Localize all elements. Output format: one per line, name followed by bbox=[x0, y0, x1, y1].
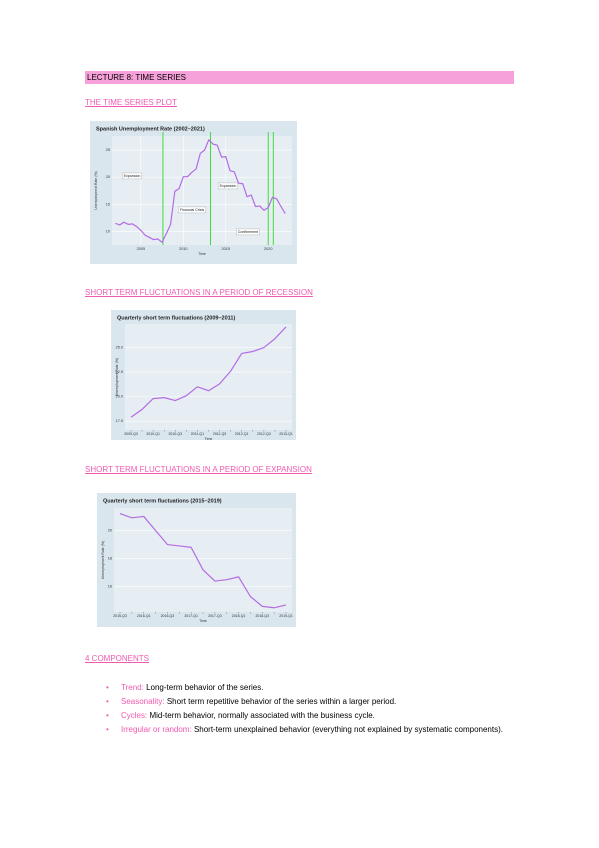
bullet: • Seasonality: Short term repetitive beha… bbox=[106, 695, 514, 709]
y-tick-label: 17.5 bbox=[116, 419, 123, 423]
annotation-text: Confinement bbox=[238, 230, 258, 234]
x-tick-label: 2011-Q1 bbox=[191, 432, 204, 436]
x-axis-label: Time bbox=[199, 619, 207, 623]
y-tick-label: 25 bbox=[106, 148, 110, 152]
bullet-dot: • bbox=[106, 697, 109, 706]
x-tick-label: 2011-Q3 bbox=[213, 432, 226, 436]
header: LECTURE 8: TIME SERIES bbox=[85, 71, 514, 84]
x-tick-label: 2015-Q3 bbox=[113, 614, 127, 618]
section-heading: 4 COMPONENTS bbox=[85, 654, 150, 663]
bullet: • Irregular or random: Short-term unexpla… bbox=[106, 723, 514, 737]
y-tick-label: 10 bbox=[106, 229, 110, 233]
x-tick-label: 2016-Q3 bbox=[161, 614, 175, 618]
data-line bbox=[115, 139, 286, 243]
annotation-text: Financial Crisis bbox=[180, 208, 205, 212]
term: Cycles: bbox=[121, 711, 148, 720]
y-tick-label: 18 bbox=[108, 557, 112, 561]
term: Seasonality: bbox=[121, 697, 165, 706]
bullet-dot: • bbox=[106, 725, 109, 734]
definition: Long-term behavior of the series. bbox=[146, 683, 264, 692]
y-tick-label: 20 bbox=[108, 528, 112, 532]
x-tick-label: 2010-Q1 bbox=[146, 432, 160, 436]
annotation-text: Expansion bbox=[124, 174, 141, 178]
y-tick-label: 20.0 bbox=[116, 395, 123, 399]
annotation: Confinement bbox=[236, 228, 260, 236]
x-tick-label: 2010-Q3 bbox=[168, 432, 182, 436]
definition: Short term repetitive behavior of the se… bbox=[166, 697, 397, 706]
x-axis-label: Time bbox=[198, 252, 206, 256]
x-tick-label: 2012-Q3 bbox=[257, 432, 271, 436]
chart-title: Quarterly short term fluctuations (2009–… bbox=[117, 315, 235, 321]
x-tick-label: 2019-Q1 bbox=[279, 614, 293, 618]
section-heading: THE TIME SERIES PLOT bbox=[85, 98, 177, 107]
plot-area bbox=[125, 324, 292, 430]
y-tick-label: 20 bbox=[106, 175, 110, 179]
y-tick-label: 22.5 bbox=[116, 370, 123, 374]
x-tick-label: 2010 bbox=[179, 247, 187, 251]
annotation: Expansion bbox=[217, 182, 239, 190]
bullet: • Cycles: Mid-term behavior, normally ass… bbox=[106, 709, 514, 723]
data-line bbox=[119, 513, 287, 609]
annotation-box bbox=[236, 228, 260, 236]
chart-title: Spanish Unemployment Rate (2002–2021) bbox=[96, 126, 205, 132]
x-tick-label: 2009-Q3 bbox=[124, 432, 138, 436]
x-tick-label: 2020 bbox=[264, 247, 272, 251]
annotation-box bbox=[217, 182, 239, 190]
x-tick-label: 2017-Q1 bbox=[184, 614, 198, 618]
bullet: • Trend: Long-term behavior of the series… bbox=[106, 681, 514, 695]
x-tick-label: 2018-Q3 bbox=[255, 614, 269, 618]
y-axis-label: Unemployment Rate (%) bbox=[115, 358, 119, 396]
x-tick-label: 2005 bbox=[137, 247, 145, 251]
y-tick-label: 25.0 bbox=[116, 346, 123, 350]
x-tick-label: 2015 bbox=[222, 247, 230, 251]
data-line bbox=[130, 326, 287, 418]
x-tick-label: 2017-Q3 bbox=[208, 614, 222, 618]
x-tick-label: 2016-Q1 bbox=[137, 614, 151, 618]
plot-area bbox=[114, 508, 292, 612]
annotation: Expansion bbox=[121, 172, 143, 180]
annotation-box bbox=[121, 172, 143, 180]
bullet-dot: • bbox=[106, 683, 109, 692]
annotation-box bbox=[178, 206, 207, 214]
definition: Short-term unexplained behavior (everyth… bbox=[193, 725, 503, 734]
annotation-text: Expansion bbox=[220, 184, 237, 188]
x-tick-label: 2018-Q1 bbox=[232, 614, 246, 618]
x-tick-label: 2013-Q1 bbox=[279, 432, 293, 436]
term: Trend: bbox=[121, 683, 144, 692]
plot-area bbox=[112, 136, 292, 245]
y-axis-label: Unemployment Rate (%) bbox=[101, 541, 105, 579]
x-tick-label: 2012-Q1 bbox=[235, 432, 249, 436]
section-heading: SHORT TERM FLUCTUATIONS IN A PERIOD OF E… bbox=[85, 465, 312, 474]
annotation: Financial Crisis bbox=[178, 206, 207, 214]
y-axis-label: Unemployment Rate (%) bbox=[94, 171, 98, 209]
chart-title: Quarterly short term fluctuations (2015–… bbox=[103, 498, 222, 504]
definition: Mid-term behavior, normally associated w… bbox=[149, 711, 375, 720]
y-tick-label: 15 bbox=[106, 202, 110, 206]
x-axis-label: Time bbox=[205, 437, 213, 441]
term: Irregular or random: bbox=[121, 725, 192, 734]
section-heading: SHORT TERM FLUCTUATIONS IN A PERIOD OF R… bbox=[85, 288, 313, 297]
y-tick-label: 16 bbox=[108, 585, 112, 589]
bullet-dot: • bbox=[106, 711, 109, 720]
